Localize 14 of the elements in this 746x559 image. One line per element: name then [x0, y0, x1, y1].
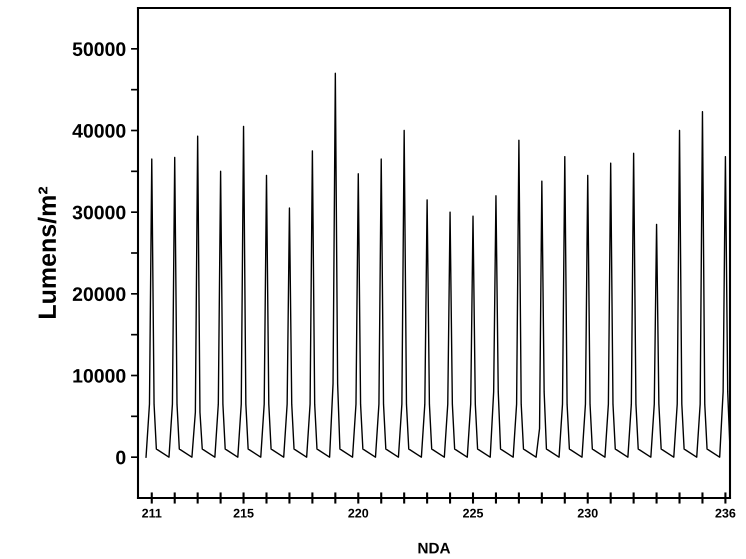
y-tick-label: 0 — [116, 450, 126, 464]
x-axis-title: NDA — [418, 542, 450, 554]
y-tick-label: 10000 — [73, 368, 126, 383]
y-axis-title: Lumens/m² — [38, 186, 56, 318]
y-tick-label: 30000 — [72, 206, 126, 220]
y-tick-label: 20000 — [72, 287, 126, 302]
x-tick-label: 236 — [715, 508, 736, 518]
y-tick-label: 50000 — [72, 42, 126, 56]
x-tick-label: 215 — [234, 508, 254, 518]
x-tick-label: 220 — [348, 508, 368, 518]
x-tick-label: 211 — [142, 508, 162, 518]
x-tick-label: 230 — [578, 508, 598, 518]
y-tick-label: 40000 — [72, 124, 126, 138]
x-tick-label: 225 — [463, 508, 484, 518]
